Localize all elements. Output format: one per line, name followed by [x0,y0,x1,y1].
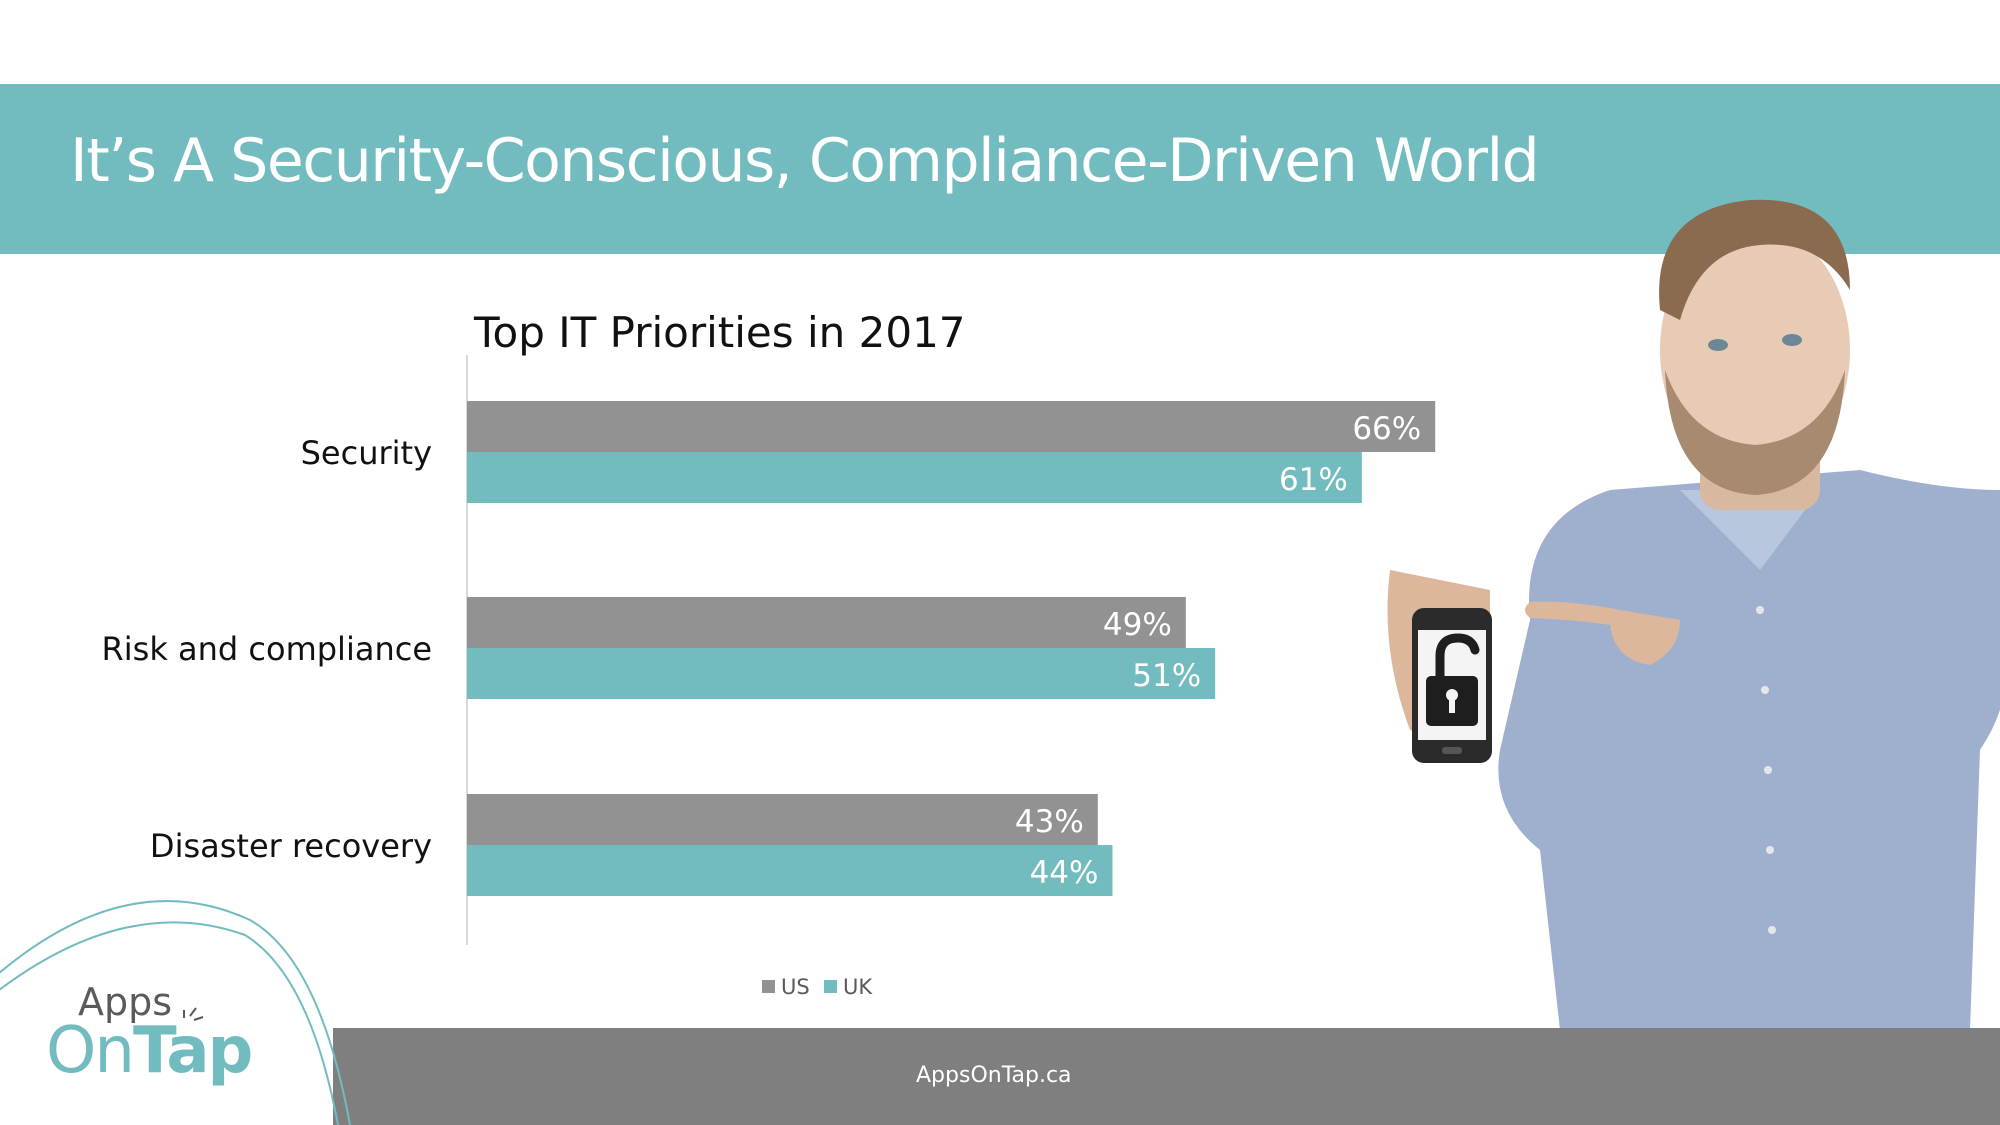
chart-legend: US UK [762,975,873,999]
uk-bar [467,845,1113,896]
uk-bar [467,452,1362,503]
chart-title: Top IT Priorities in 2017 [473,308,966,357]
logo-ontap-text: OnTap [46,1014,253,1088]
logo-arc-decoration [0,900,351,1125]
tap-spark-icon [183,1007,204,1021]
man-with-phone-photo [1387,199,2000,1030]
us-bar [467,794,1098,845]
category-label: Security [301,434,432,472]
legend-label-uk: UK [843,975,873,999]
footer-url[interactable]: AppsOnTap.ca [916,1063,1072,1088]
uk-data-label: 61% [1279,462,1348,498]
us-bar [467,597,1186,648]
legend-label-us: US [781,975,810,999]
category-label: Risk and compliance [102,630,432,668]
category-label: Disaster recovery [150,827,432,865]
footer-band [333,1028,2000,1125]
logo-on: On [46,1014,135,1088]
uk-data-label: 51% [1132,658,1201,694]
us-data-label: 49% [1103,607,1172,643]
legend-swatch-uk [824,980,837,993]
slide-title: It’s A Security-Conscious, Compliance-Dr… [70,126,1540,196]
legend-swatch-us [762,980,775,993]
logo-tap: Tap [132,1014,253,1088]
uk-bar [467,648,1216,699]
us-bar [467,401,1436,452]
uk-data-label: 44% [1030,855,1099,891]
us-data-label: 66% [1352,411,1421,447]
header-band [0,84,2000,254]
us-data-label: 43% [1015,804,1084,840]
logo-apps-text: Apps [78,980,173,1024]
